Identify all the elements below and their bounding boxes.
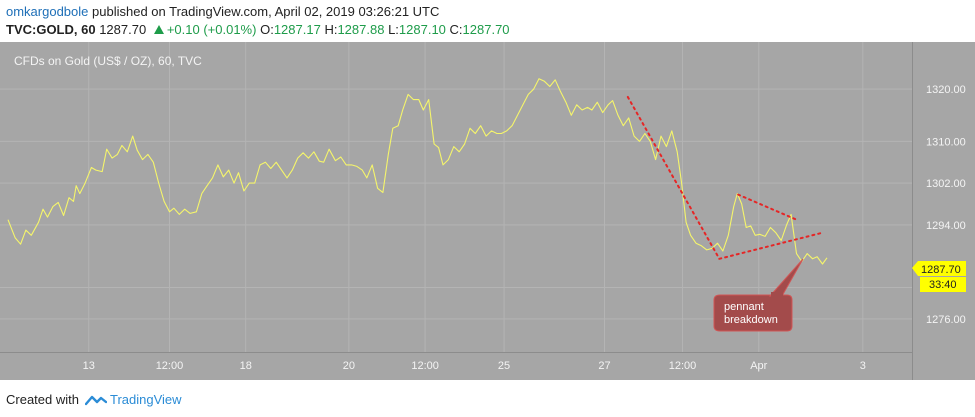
- x-tick-label: 3: [860, 360, 866, 372]
- pennant-callout[interactable]: pennant breakdown: [713, 258, 804, 332]
- x-tick-label: 12:00: [669, 360, 697, 372]
- downtrend-line[interactable]: [626, 95, 721, 260]
- footer: Created with TradingView: [6, 392, 182, 407]
- y-tick-label: 1310.00: [926, 136, 966, 148]
- open-value: 1287.17: [273, 22, 321, 37]
- pennant-lower-line[interactable]: [718, 231, 824, 260]
- y-tick-label: 1294.00: [926, 220, 966, 232]
- time-axis-area: [0, 352, 912, 380]
- high-label: H:: [324, 22, 338, 37]
- last-price-label: 1287.70: [921, 264, 961, 276]
- publish-info: omkargodbole published on TradingView.co…: [6, 4, 439, 19]
- price-axis-area: [912, 42, 975, 380]
- x-tick-label: 12:00: [156, 360, 184, 372]
- countdown-tag-bg: [920, 277, 966, 292]
- low-label: L:: [388, 22, 399, 37]
- open-label: O:: [260, 22, 274, 37]
- close-value: 1287.70: [462, 22, 510, 37]
- x-tick-label: 20: [343, 360, 355, 372]
- symbol-info: TVC:GOLD, 60 1287.70 +0.10 (+0.01%) O:12…: [6, 22, 510, 37]
- x-tick-label: 27: [598, 360, 610, 372]
- author-link[interactable]: omkargodbole: [6, 4, 89, 19]
- x-tick-label: 25: [498, 360, 510, 372]
- callout-box: [713, 294, 793, 332]
- close-label: C:: [449, 22, 463, 37]
- y-tick-label: 1276.00: [926, 314, 966, 326]
- chart-title: CFDs on Gold (US$ / OZ), 60, TVC: [14, 54, 202, 68]
- up-triangle-icon: [153, 25, 164, 34]
- callout-joint: [771, 292, 783, 298]
- symbol-label: TVC:GOLD, 60: [6, 22, 96, 37]
- x-tick-label: 12:00: [411, 360, 439, 372]
- last-price-tag: 1287.70 33:40: [912, 261, 966, 292]
- x-tick-label: 13: [83, 360, 95, 372]
- countdown-label: 33:40: [929, 279, 957, 291]
- x-tick-labels: 13 12:00 18 20 12:00 25 27 12:00 Apr 3: [83, 360, 866, 372]
- change-value: +0.10 (+0.01%): [166, 22, 257, 37]
- tradingview-logo-icon: [84, 395, 107, 405]
- y-tick-label: 1320.00: [926, 84, 966, 96]
- high-value: 1287.88: [337, 22, 385, 37]
- price-series-line[interactable]: [7, 78, 828, 265]
- y-tick-label: 1302.00: [926, 178, 966, 190]
- low-value: 1287.10: [398, 22, 446, 37]
- x-tick-label: 18: [240, 360, 252, 372]
- callout-line-1: pennant: [724, 301, 764, 313]
- price-chart[interactable]: 1276.001282.001294.001302.001310.001320.…: [0, 42, 975, 382]
- x-tick-label: Apr: [750, 360, 767, 372]
- last-price: 1287.70: [99, 22, 147, 37]
- tradingview-brand[interactable]: TradingView: [109, 392, 182, 407]
- last-price-tag-bg: [912, 261, 966, 276]
- pennant-upper-line[interactable]: [737, 193, 798, 221]
- published-text: published on TradingView.com, April 02, …: [92, 4, 440, 19]
- callout-line-2: breakdown: [724, 314, 778, 326]
- created-with-text: Created with: [6, 392, 79, 407]
